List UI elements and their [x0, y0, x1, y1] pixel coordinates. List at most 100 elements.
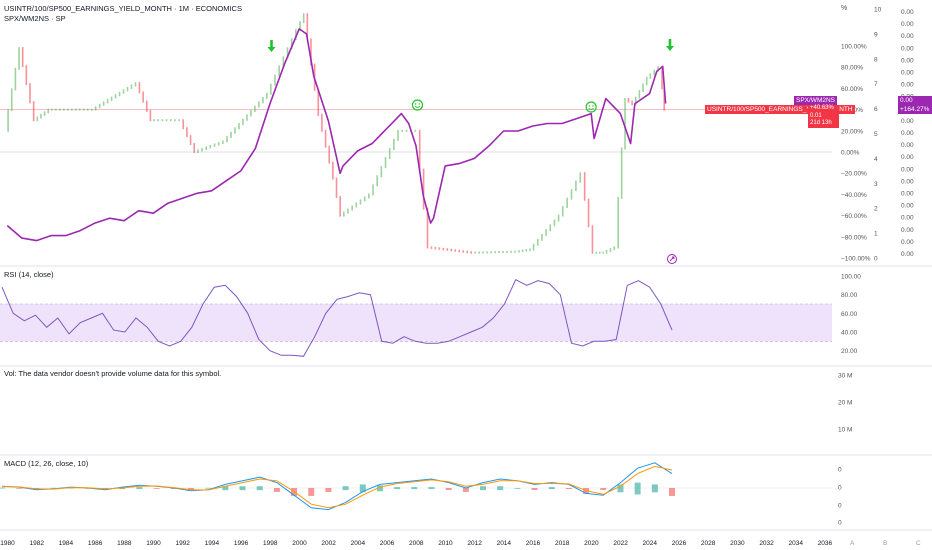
usintr-bar [368, 193, 370, 199]
usintr-bar [205, 146, 207, 150]
arrow-down-2025-icon [665, 39, 674, 51]
price-axis-tick: 0.00 [901, 33, 914, 40]
smiley-eye [588, 105, 591, 107]
x-axis-tick: 2024 [643, 540, 658, 547]
usintr-bar [59, 108, 61, 111]
usintr-bar [347, 208, 349, 214]
volume-pane-label[interactable]: Vol: The data vendor doesn't provide vol… [4, 369, 222, 378]
secondary-axis-tick: 9 [874, 31, 878, 38]
usintr-bar [186, 127, 188, 138]
usintr-bar [549, 224, 552, 232]
smiley-face [411, 99, 424, 111]
usintr-bar [25, 65, 28, 86]
usintr-bar [446, 248, 449, 251]
usintr-bar [306, 13, 309, 41]
usintr-bar [598, 251, 601, 254]
usintr-bar [262, 97, 264, 104]
usintr-bar [384, 157, 387, 169]
usintr-bar [657, 66, 659, 72]
usintr-bar [74, 108, 77, 111]
macd-histogram-bar [308, 488, 315, 496]
macd-histogram-bar [50, 487, 57, 489]
secondary-axis-tick: 2 [874, 206, 878, 213]
smiley-2020-icon [585, 101, 597, 113]
usintr-bar [270, 83, 272, 95]
usintr-bar [566, 197, 568, 209]
usintr-bar [482, 251, 484, 254]
smiley-mouth [588, 107, 594, 110]
usintr-bar [138, 82, 141, 94]
usintr-bar [339, 196, 341, 217]
usintr-bar [570, 189, 573, 200]
x-axis-tick: 1994 [205, 540, 220, 547]
usintr-bar [40, 113, 42, 119]
usintr-bar [332, 161, 334, 180]
x-axis-tick: 1988 [117, 540, 132, 547]
usintr-bar [246, 114, 248, 121]
macd-histogram-bar [428, 487, 435, 490]
price-axis-tick: 0.00 [901, 166, 914, 173]
macd-pane-label[interactable]: MACD (12, 26, close, 10) [4, 459, 89, 468]
scale-letter-b: B [883, 540, 887, 547]
price-axis-tick: 0.00 [901, 45, 914, 52]
usintr-bar [290, 38, 293, 50]
usintr-bar [29, 83, 31, 104]
spx-wm2ns-line [6, 28, 667, 242]
rsi-axis-tick: 40.00 [841, 330, 858, 337]
usintr-bar [230, 131, 232, 139]
secondary-axis-tick: 8 [874, 56, 878, 63]
usintr-bar [545, 229, 547, 236]
usintr-bar [521, 249, 524, 253]
percent-axis-label: % [841, 5, 848, 12]
usintr-bar [18, 47, 20, 70]
x-axis-tick: 2034 [789, 540, 804, 547]
macd-histogram-bar [187, 488, 194, 490]
usintr-bar [102, 101, 105, 106]
macd-histogram-bar [222, 486, 229, 491]
usintr-bar [490, 251, 492, 254]
secondary-axis-tick: 10 [874, 7, 882, 14]
price-axis-tick: 0.00 [901, 191, 914, 198]
usintr-bar [462, 250, 465, 253]
macd-histogram-bar [565, 488, 572, 489]
x-axis-tick: 1984 [59, 540, 74, 547]
usintr-bar [193, 143, 196, 153]
rsi-pane-label[interactable]: RSI (14, close) [4, 270, 54, 279]
usintr-name-tag: USINTR/100/SP500_EARNINGS_YIELD_MONTH [705, 105, 855, 114]
macd-histogram-bar [514, 488, 521, 489]
usintr-bar [631, 100, 633, 106]
percent-axis-tick: 60.00% [841, 86, 863, 93]
macd-histogram-bar [462, 488, 469, 492]
usintr-bar [328, 145, 331, 164]
price-axis-tick: 0.00 [901, 154, 914, 161]
secondary-axis-tick: 0 [874, 256, 878, 263]
usintr-bar [557, 214, 560, 222]
price-axis-tick: 0.00 [901, 227, 914, 234]
usintr-bar [405, 129, 408, 132]
usintr-bar [494, 251, 496, 254]
macd-histogram-bar [651, 484, 658, 493]
price-axis-tick: 0.00 [901, 130, 914, 137]
volume-axis-tick: 10 M [838, 427, 852, 434]
smiley-2008-icon [411, 99, 424, 111]
macd-histogram-bar [497, 486, 504, 491]
usintr-bar [78, 108, 81, 111]
usintr-bar [561, 206, 564, 217]
replay-icon-ring [667, 254, 677, 264]
chart-subtitle: SPX/WM2NS · SP [4, 14, 66, 23]
x-axis-tick: 2032 [759, 540, 774, 547]
usintr-bar [532, 243, 535, 251]
usintr-bar [118, 91, 121, 97]
usintr-bar [110, 96, 113, 101]
smiley-eye [414, 103, 417, 105]
usintr-bar [130, 84, 133, 89]
usintr-bar [274, 74, 276, 86]
macd-histogram-bar [480, 486, 487, 491]
usintr-bar [63, 108, 65, 111]
signal-line [1, 465, 673, 509]
usintr-bar [434, 246, 437, 250]
arrow-down-1998-icon [267, 40, 276, 52]
usintr-bar [430, 246, 433, 249]
macd-histogram-bar [669, 488, 675, 496]
